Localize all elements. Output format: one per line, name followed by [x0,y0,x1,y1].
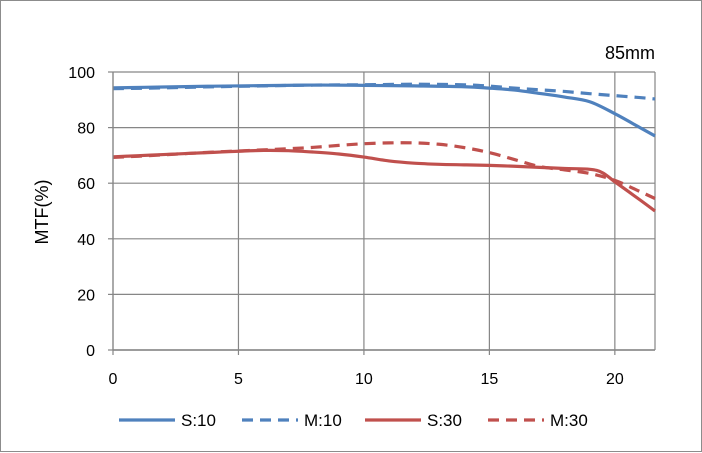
series-line-s-30 [112,148,656,213]
axis-layer: 0 20 40 60 80 100 0 5 10 15 20 [68,65,655,388]
y-tick-label: 0 [86,343,95,360]
legend: S:10 M:10 S:30 M:30 [119,411,588,430]
legend-label-s-10: S:10 [181,411,216,430]
legend-label-m-10: M:10 [304,411,342,430]
series-line-s-10 [112,83,656,138]
series-line-m-30 [112,141,656,200]
focal-length-annotation: 85mm [605,43,655,63]
grid-layer [113,71,656,351]
y-axis-label: MTF(%) [32,180,52,245]
x-tick-label: 5 [234,371,243,388]
series-line-m-10 [112,82,656,101]
y-tick-label: 80 [77,121,95,138]
y-tick-label: 60 [77,176,95,193]
x-tick-label: 10 [355,371,373,388]
y-tick-label: 40 [77,232,95,249]
y-tick-label: 100 [68,65,95,82]
y-tick-label: 20 [77,287,95,304]
x-tick-label: 0 [109,371,118,388]
x-tick-label: 15 [480,371,498,388]
x-tick-label: 20 [606,371,624,388]
legend-label-s-30: S:30 [427,411,462,430]
series-layer [112,82,656,213]
legend-label-m-30: M:30 [550,411,588,430]
